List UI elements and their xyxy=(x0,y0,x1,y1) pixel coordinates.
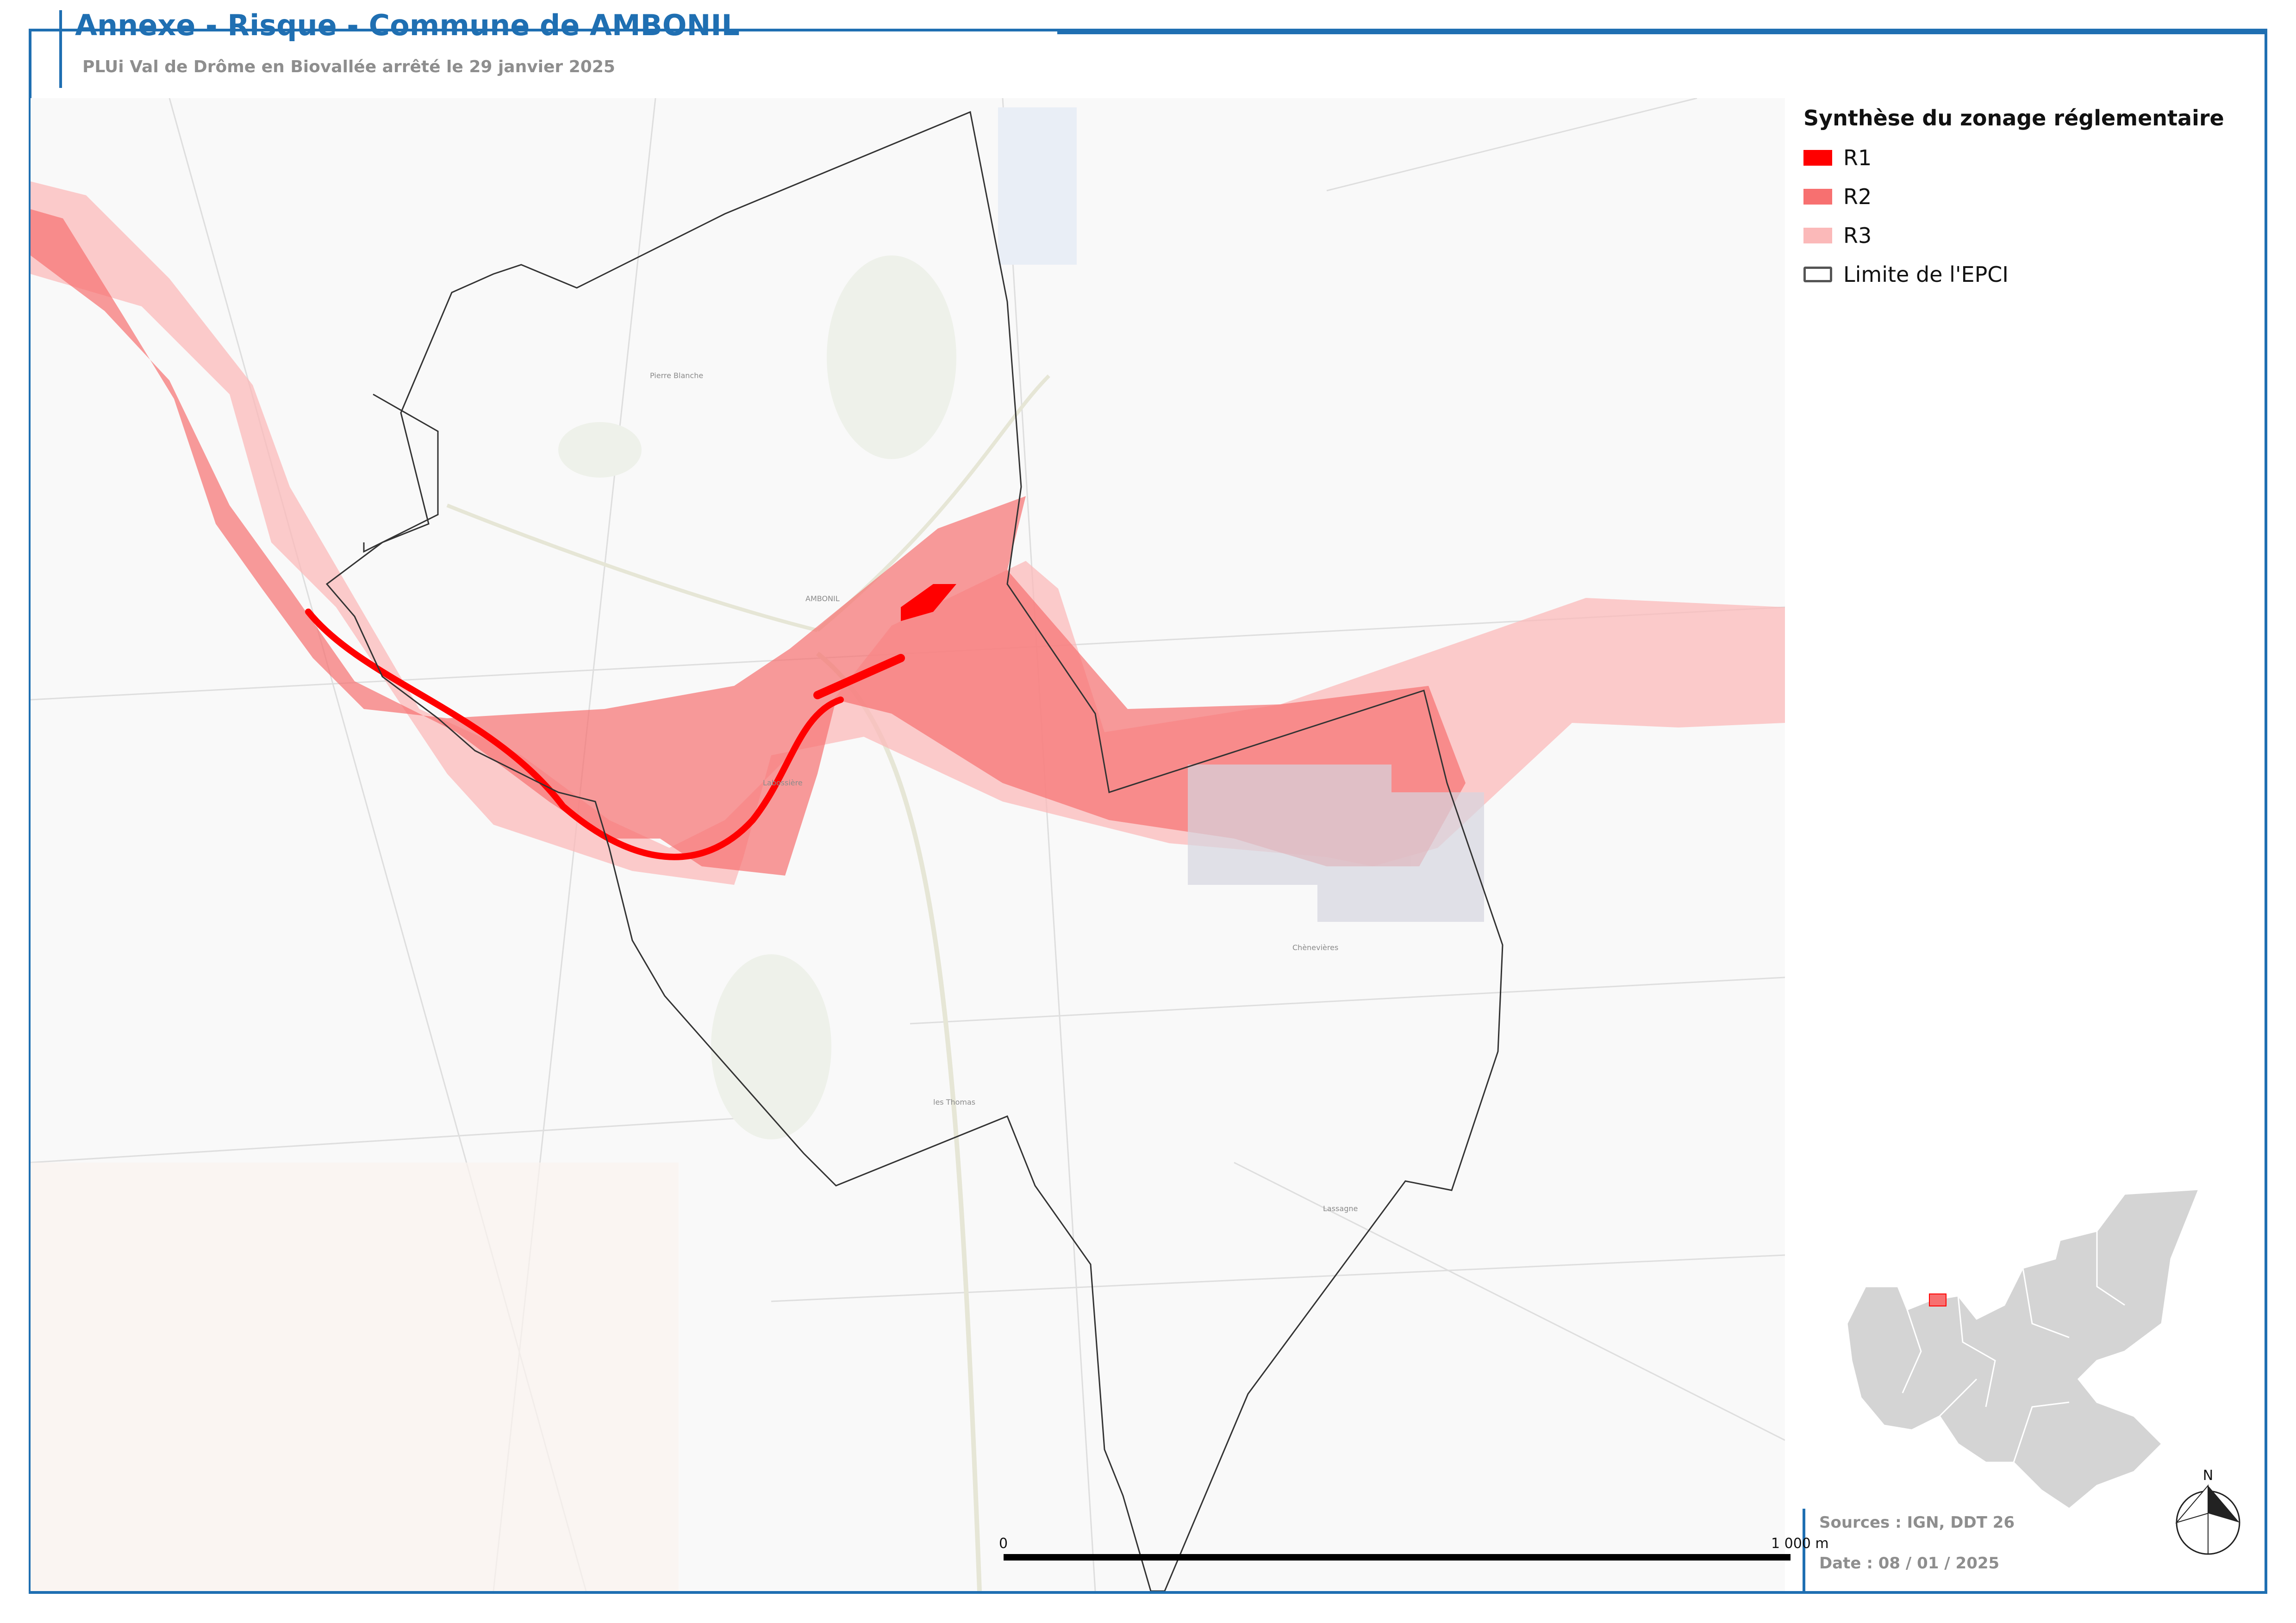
legend-title: Synthèse du zonage réglementaire xyxy=(1803,106,2224,131)
woodland xyxy=(558,255,956,1139)
sources-text: Sources : IGN, DDT 26 xyxy=(1819,1513,2015,1532)
map-svg xyxy=(31,98,1785,1591)
zone-r2 xyxy=(31,209,1466,876)
scale-label-end: 1 000 m xyxy=(1771,1536,1829,1552)
place-label-chenevieres: Chènevières xyxy=(1292,943,1339,952)
page-title: Annexe - Risque - Commune de AMBONIL xyxy=(75,8,740,42)
legend-label-r2: R2 xyxy=(1843,184,1872,209)
north-label: N xyxy=(2203,1468,2213,1484)
legend-label-r3: R3 xyxy=(1843,223,1872,248)
legend-item-epci: Limite de l'EPCI xyxy=(1803,262,2211,287)
north-arrow-icon: N xyxy=(2171,1467,2245,1560)
locator-inset-map xyxy=(1838,1185,2217,1527)
legend-item-r2: R2 xyxy=(1803,184,2211,209)
place-label-pierre-blanche: Pierre Blanche xyxy=(650,371,704,380)
scale-label-start: 0 xyxy=(999,1536,1008,1552)
date-text: Date : 08 / 01 / 2025 xyxy=(1819,1554,2000,1573)
zone-r1-patch xyxy=(901,584,956,621)
place-label-les-thomas: les Thomas xyxy=(933,1098,976,1107)
water-body xyxy=(998,107,1077,265)
legend-label-r1: R1 xyxy=(1843,145,1872,170)
legend-swatch-epci xyxy=(1803,267,1832,282)
legend-item-r3: R3 xyxy=(1803,223,2211,248)
place-label-labossiere: Labossière xyxy=(763,778,803,787)
legend-label-epci: Limite de l'EPCI xyxy=(1843,262,2009,287)
legend-swatch-r1 xyxy=(1803,150,1832,166)
epci-boundary-west xyxy=(363,393,439,553)
sources-accent-bar xyxy=(1803,1509,1805,1594)
legend-swatch-r2 xyxy=(1803,189,1832,205)
map-canvas[interactable]: Pierre Blanche AMBONIL Labossière Chènev… xyxy=(31,98,1785,1591)
zone-r1 xyxy=(305,609,905,860)
title-rule xyxy=(1057,31,2267,34)
scale-bar xyxy=(1004,1554,1791,1561)
buildings xyxy=(1188,765,1484,922)
page-subtitle: PLUi Val de Drôme en Biovallée arrêté le… xyxy=(82,57,615,76)
legend-item-r1: R1 xyxy=(1803,145,2211,170)
terrain-shade xyxy=(31,1163,679,1591)
place-label-lassagne: Lassagne xyxy=(1323,1204,1358,1213)
legend: Synthèse du zonage réglementaire R1 R2 R… xyxy=(1803,106,2224,287)
epci-boundary xyxy=(325,111,1504,1591)
title-accent-bar xyxy=(59,10,62,88)
place-label-ambonil: AMBONIL xyxy=(805,594,840,603)
legend-swatch-r3 xyxy=(1803,228,1832,243)
map-frame xyxy=(29,29,2267,1594)
